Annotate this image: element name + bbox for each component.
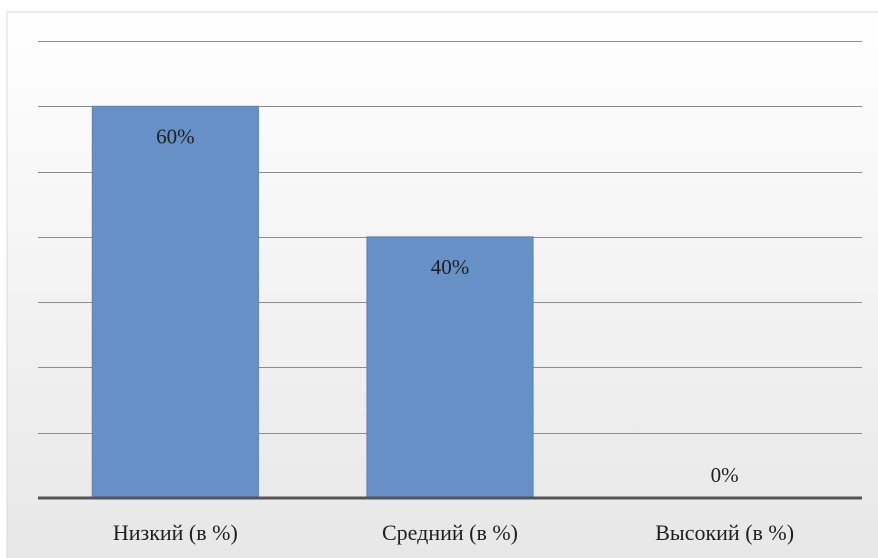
x-axis-tick-labels: Низкий (в %) Средний (в %) Высокий (в %) [113,520,794,545]
data-labels: 60% 40% 0% [156,124,739,487]
bar [366,236,534,499]
data-label: 60% [156,124,195,148]
x-tick-label: Низкий (в %) [113,520,238,545]
data-label: 0% [711,463,739,487]
x-tick-label: Высокий (в %) [655,520,794,545]
data-label: 40% [431,255,470,279]
x-tick-label: Средний (в %) [382,520,518,545]
bars [91,105,534,499]
bar [91,105,259,499]
